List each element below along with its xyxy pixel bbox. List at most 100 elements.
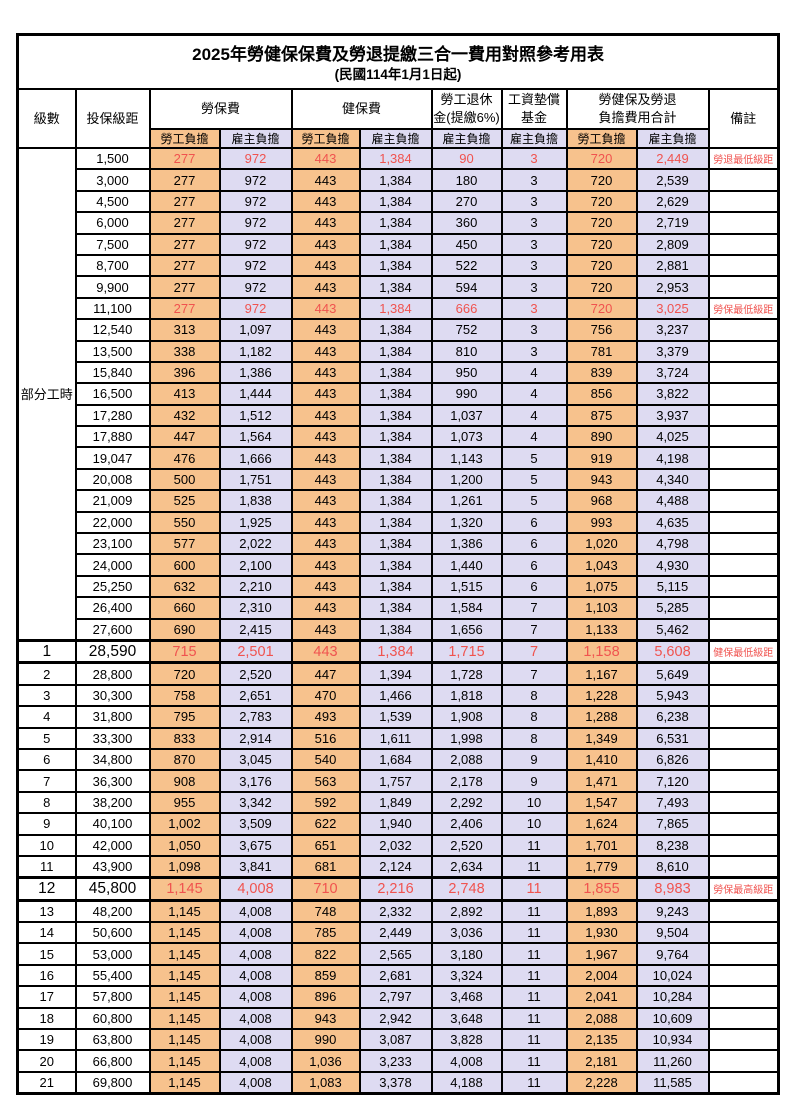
labor-employer-cell: 2,783 bbox=[218, 705, 293, 729]
table-row: 18 60,800 1,145 4,008 943 2,942 3,648 11 2,088 10… bbox=[16, 1006, 780, 1031]
health-employer-cell: 2,942 bbox=[358, 1006, 433, 1031]
labor-employer-cell: 3,342 bbox=[218, 790, 293, 815]
table-row: 11 43,900 1,098 3,841 681 2,124 2,634 11 1,779 8,… bbox=[16, 854, 780, 879]
total-employer-cell: 4,488 bbox=[635, 489, 710, 513]
total-employer-cell: 10,609 bbox=[635, 1006, 710, 1031]
total-employee-cell: 1,930 bbox=[565, 921, 638, 945]
subheader-health-employee-share: 勞工負擔 bbox=[290, 128, 361, 149]
bracket-cell: 27,600 bbox=[74, 617, 151, 642]
wage-fund-employer-cell: 5 bbox=[500, 489, 568, 513]
table-row: 3 30,300 758 2,651 470 1,466 1,818 8 1,228 5,943 bbox=[16, 683, 780, 708]
total-employer-cell: 3,937 bbox=[635, 403, 710, 428]
remark-cell bbox=[707, 769, 780, 793]
pension-label-line2: 金(提繳6%) bbox=[433, 110, 500, 125]
total-employee-cell: 2,004 bbox=[565, 963, 638, 988]
labor-employer-cell: 2,415 bbox=[218, 617, 293, 642]
remark-cell bbox=[707, 596, 780, 620]
total-employee-cell: 1,075 bbox=[565, 574, 638, 599]
total-employee-cell: 720 bbox=[565, 189, 638, 214]
labor-employee-cell: 577 bbox=[148, 532, 221, 556]
total-employer-cell: 2,953 bbox=[635, 275, 710, 299]
remark-cell bbox=[707, 1049, 780, 1073]
labor-employee-cell: 1,145 bbox=[148, 942, 221, 966]
total-employee-cell: 993 bbox=[565, 510, 638, 535]
col-header-health-insurance: 健保費 bbox=[290, 88, 433, 130]
pension-employer-cell: 752 bbox=[430, 318, 503, 342]
bracket-cell: 60,800 bbox=[74, 1006, 151, 1031]
wage-fund-employer-cell: 10 bbox=[500, 790, 568, 815]
health-employer-cell: 1,384 bbox=[358, 275, 433, 299]
table-row: 22,000 550 1,925 443 1,384 1,320 6 993 4,635 bbox=[18, 510, 780, 535]
table-row: 8,700 277 972 443 1,384 522 3 720 2,881 bbox=[18, 253, 780, 278]
pension-employer-cell: 2,088 bbox=[430, 747, 503, 772]
wage-fund-employer-cell: 7 bbox=[500, 596, 568, 620]
labor-employer-cell: 1,925 bbox=[218, 510, 293, 535]
labor-employer-cell: 3,509 bbox=[218, 812, 293, 836]
pension-employer-cell: 3,468 bbox=[430, 985, 503, 1009]
wage-fund-employer-cell: 6 bbox=[500, 553, 568, 577]
labor-employer-cell: 2,100 bbox=[218, 553, 293, 577]
health-employee-cell: 443 bbox=[290, 403, 361, 428]
labor-employer-cell: 2,914 bbox=[218, 726, 293, 750]
table-row: 12 45,800 1,145 4,008 710 2,216 2,748 11 1,855 8,… bbox=[16, 876, 780, 902]
labor-employee-cell: 795 bbox=[148, 705, 221, 729]
wage-fund-employer-cell: 4 bbox=[500, 360, 568, 385]
table-row: 23,100 577 2,022 443 1,384 1,386 6 1,020 4,798 bbox=[18, 532, 780, 556]
total-employer-cell: 6,826 bbox=[635, 747, 710, 772]
total-employee-cell: 1,167 bbox=[565, 661, 638, 686]
wage-fund-employer-cell: 4 bbox=[500, 382, 568, 406]
remark-cell bbox=[707, 382, 780, 406]
wage-fund-employer-cell: 3 bbox=[500, 275, 568, 299]
health-employee-cell: 443 bbox=[290, 168, 361, 192]
total-employee-cell: 2,135 bbox=[565, 1027, 638, 1052]
remark-cell bbox=[707, 189, 780, 214]
table-row: 4,500 277 972 443 1,384 270 3 720 2,629 bbox=[18, 189, 780, 214]
col-header-level: 級數 bbox=[16, 88, 77, 149]
wage-fund-employer-cell: 8 bbox=[500, 726, 568, 750]
labor-employer-cell: 2,651 bbox=[218, 683, 293, 708]
labor-employee-cell: 600 bbox=[148, 553, 221, 577]
wage-fund-employer-cell: 11 bbox=[500, 854, 568, 879]
labor-employer-cell: 972 bbox=[218, 232, 293, 256]
labor-employee-cell: 476 bbox=[148, 446, 221, 470]
health-employee-cell: 443 bbox=[290, 253, 361, 278]
pension-employer-cell: 1,818 bbox=[430, 683, 503, 708]
labor-employer-cell: 1,386 bbox=[218, 360, 293, 385]
health-employee-cell: 443 bbox=[290, 574, 361, 599]
total-employee-cell: 2,088 bbox=[565, 1006, 638, 1031]
bracket-cell: 17,880 bbox=[74, 425, 151, 449]
bracket-cell: 45,800 bbox=[74, 876, 151, 902]
subheader-labor-employee-share: 勞工負擔 bbox=[148, 128, 221, 149]
health-employer-cell: 1,394 bbox=[358, 661, 433, 686]
level-cell: 4 bbox=[16, 705, 77, 729]
level-cell: 1 bbox=[16, 638, 77, 665]
health-employer-cell: 2,124 bbox=[358, 854, 433, 879]
table-row: 19 63,800 1,145 4,008 990 3,087 3,828 11 2,135 10… bbox=[16, 1027, 780, 1052]
pension-employer-cell: 2,292 bbox=[430, 790, 503, 815]
wage-fund-employer-cell: 11 bbox=[500, 899, 568, 924]
bracket-cell: 20,008 bbox=[74, 467, 151, 492]
health-employer-cell: 2,565 bbox=[358, 942, 433, 966]
health-employee-cell: 443 bbox=[290, 467, 361, 492]
pension-employer-cell: 1,908 bbox=[430, 705, 503, 729]
total-employer-cell: 3,724 bbox=[635, 360, 710, 385]
remark-cell bbox=[707, 747, 780, 772]
total-employee-cell: 890 bbox=[565, 425, 638, 449]
bracket-cell: 11,100 bbox=[74, 296, 151, 321]
total-employer-cell: 2,719 bbox=[635, 211, 710, 235]
health-employee-cell: 540 bbox=[290, 747, 361, 772]
health-employer-cell: 2,332 bbox=[358, 899, 433, 924]
title-row: 2025年勞健保保費及勞退提繳三合一費用對照參考用表 (民國114年1月1日起) bbox=[16, 33, 780, 90]
col-header-wage-fund: 工資墊償 基金 bbox=[500, 88, 568, 130]
part-time-label: 部分工時 bbox=[16, 146, 77, 642]
health-employer-cell: 1,384 bbox=[358, 510, 433, 535]
health-employer-cell: 1,384 bbox=[358, 617, 433, 642]
bracket-cell: 40,100 bbox=[74, 812, 151, 836]
col-header-bracket: 投保級距 bbox=[74, 88, 151, 149]
subheader-labor-employer-share: 雇主負擔 bbox=[218, 128, 293, 149]
total-employee-cell: 1,471 bbox=[565, 769, 638, 793]
bracket-cell: 1,500 bbox=[74, 146, 151, 171]
wage-fund-employer-cell: 3 bbox=[500, 168, 568, 192]
labor-employer-cell: 1,666 bbox=[218, 446, 293, 470]
pension-employer-cell: 3,180 bbox=[430, 942, 503, 966]
